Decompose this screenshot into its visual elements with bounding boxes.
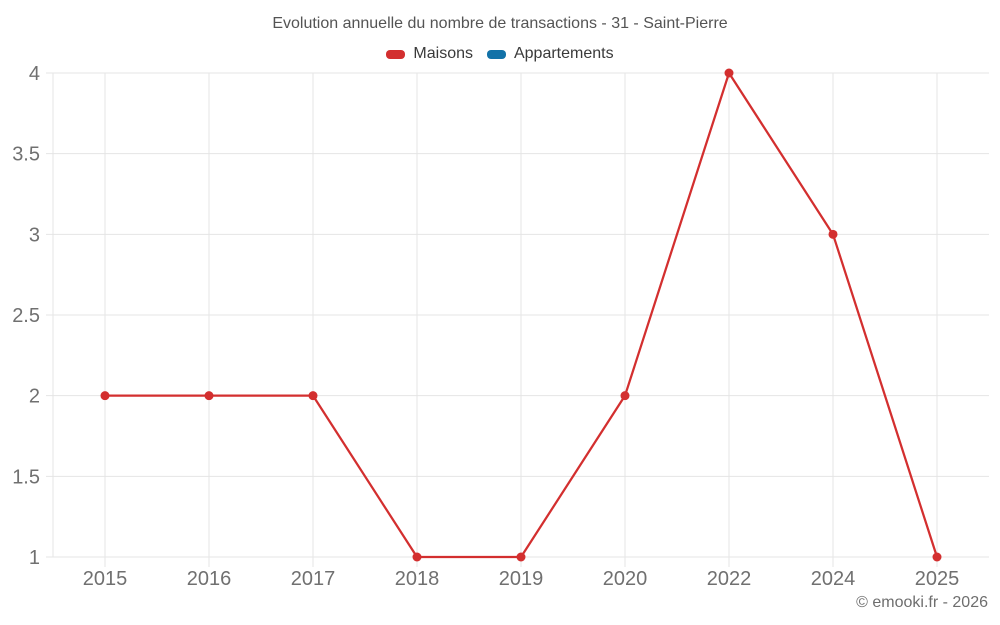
y-tick-label: 1.5	[12, 466, 40, 488]
y-tick-label: 2.5	[12, 305, 40, 327]
maisons-data-point	[412, 552, 422, 562]
x-tick-label: 2016	[187, 568, 232, 590]
x-tick-label: 2015	[83, 568, 128, 590]
maisons-data-point	[932, 552, 942, 562]
x-tick-label: 2024	[811, 568, 856, 590]
maisons-data-point	[620, 391, 630, 401]
maisons-data-point	[100, 391, 110, 401]
x-tick-label: 2018	[395, 568, 440, 590]
maisons-data-point	[516, 552, 526, 562]
x-tick-label: 2025	[915, 568, 960, 590]
legend: Maisons Appartements	[0, 45, 1000, 63]
maisons-swatch-icon	[386, 49, 406, 59]
y-tick-label: 3.5	[12, 144, 40, 166]
y-tick-label: 3	[29, 224, 40, 246]
legend-label-appartements: Appartements	[513, 45, 614, 62]
credit-text: © emooki.fr - 2026	[856, 594, 988, 611]
y-tick-label: 1	[29, 547, 40, 569]
legend-label-maisons: Maisons	[413, 45, 473, 62]
x-tick-label: 2020	[603, 568, 648, 590]
maisons-data-point	[308, 391, 318, 401]
x-tick-label: 2017	[291, 568, 336, 590]
appartements-swatch-icon	[486, 49, 506, 59]
x-tick-label: 2019	[499, 568, 544, 590]
x-tick-label: 2022	[707, 568, 752, 590]
y-tick-label: 2	[29, 386, 40, 408]
y-tick-label: 4	[29, 63, 40, 85]
legend-item-appartements[interactable]: Appartements	[486, 45, 614, 63]
chart-title: Evolution annuelle du nombre de transact…	[272, 15, 728, 32]
legend-item-maisons[interactable]: Maisons	[386, 45, 473, 63]
maisons-data-point	[724, 68, 734, 78]
maisons-data-point	[828, 229, 838, 239]
maisons-data-point	[204, 391, 214, 401]
